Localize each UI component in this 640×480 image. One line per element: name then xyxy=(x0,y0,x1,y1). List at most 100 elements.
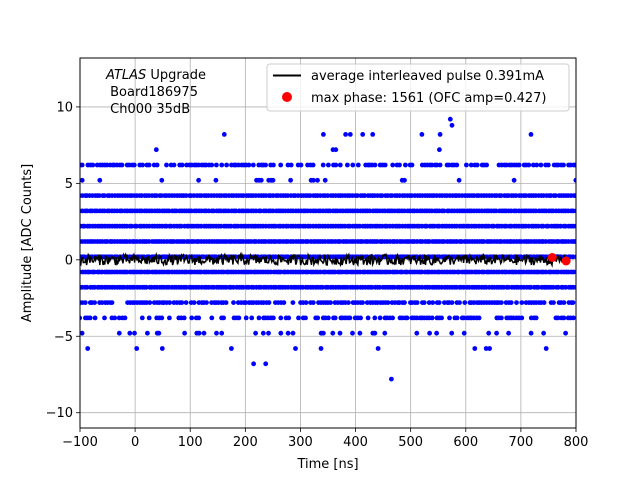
x-tick-label: 100 xyxy=(178,435,203,450)
sample-point xyxy=(159,315,165,321)
sample-point xyxy=(260,330,266,336)
sample-point xyxy=(146,162,152,168)
sample-point xyxy=(258,177,264,183)
sample-point xyxy=(179,300,185,305)
sample-point xyxy=(258,208,263,214)
sample-point xyxy=(365,315,371,321)
sample-point xyxy=(96,193,102,199)
x-tick-label: 400 xyxy=(343,435,368,450)
sample-point xyxy=(550,284,556,290)
sample-point xyxy=(337,330,343,336)
sample-point xyxy=(379,193,385,199)
sample-point xyxy=(236,315,242,321)
sample-point xyxy=(454,315,460,321)
sample-point xyxy=(322,177,328,183)
sample-point xyxy=(333,147,339,153)
sample-point xyxy=(204,300,209,305)
sample-point xyxy=(414,300,420,305)
sample-point xyxy=(214,162,219,168)
sample-point xyxy=(307,193,313,199)
sample-point xyxy=(573,162,576,168)
sample-point xyxy=(92,315,98,321)
sample-point xyxy=(427,330,432,336)
sample-point xyxy=(573,284,576,290)
sample-point xyxy=(278,162,284,168)
sample-point xyxy=(129,223,135,229)
x-axis: −100 0 100 200 300 400 500 600 700 800 xyxy=(62,428,588,450)
sample-point xyxy=(441,208,447,214)
sample-point xyxy=(486,330,492,336)
sample-point xyxy=(85,346,91,351)
sample-point xyxy=(367,208,373,214)
sample-point xyxy=(429,315,435,321)
sample-point xyxy=(347,132,353,137)
sample-point xyxy=(382,330,388,336)
plot-frame xyxy=(79,57,577,429)
sample-point xyxy=(508,300,514,305)
sample-point xyxy=(430,300,436,305)
sample-point xyxy=(146,269,152,275)
sample-point xyxy=(209,162,215,168)
sample-point xyxy=(449,330,455,336)
sample-point xyxy=(271,162,276,168)
sample-point xyxy=(343,132,348,137)
sample-point xyxy=(426,239,432,244)
sample-point xyxy=(528,132,534,137)
sample-point xyxy=(464,162,469,168)
sample-point xyxy=(201,330,207,336)
sample-point xyxy=(288,162,294,168)
sample-point xyxy=(290,300,296,305)
x-tick-label: −100 xyxy=(62,435,98,450)
sample-point xyxy=(196,315,202,321)
sample-point xyxy=(481,239,487,244)
sample-point xyxy=(293,346,298,351)
sample-point xyxy=(270,177,276,183)
sample-point xyxy=(498,300,504,305)
sample-point xyxy=(132,330,137,336)
sample-point xyxy=(397,162,402,168)
sample-point xyxy=(303,300,309,305)
sample-point xyxy=(421,300,427,305)
sample-point xyxy=(457,300,462,305)
sample-point xyxy=(570,300,576,305)
y-tick-label: −5 xyxy=(54,330,73,345)
sample-point xyxy=(533,315,539,321)
sample-point xyxy=(337,162,343,168)
sample-point xyxy=(231,300,236,305)
x-tick-label: 500 xyxy=(398,435,423,450)
sample-point xyxy=(355,162,361,168)
sample-point xyxy=(561,162,566,168)
sample-point xyxy=(315,177,320,183)
sample-point xyxy=(80,315,83,321)
sample-point xyxy=(439,315,444,321)
sample-point xyxy=(310,162,316,168)
sample-point xyxy=(528,330,534,336)
sample-point xyxy=(92,300,97,305)
sample-point xyxy=(223,300,229,305)
sample-point xyxy=(563,284,569,290)
sample-point xyxy=(196,330,202,336)
sample-point xyxy=(241,284,246,290)
sample-point xyxy=(278,330,284,336)
sample-point xyxy=(447,315,452,321)
sample-point xyxy=(134,346,140,351)
sample-point xyxy=(288,177,293,183)
sample-point xyxy=(476,315,482,321)
sample-point xyxy=(531,162,536,168)
sample-point xyxy=(119,162,125,168)
sample-point xyxy=(221,132,227,137)
sample-point xyxy=(513,193,519,199)
sample-point xyxy=(84,284,90,290)
sample-point xyxy=(296,315,301,321)
sample-point xyxy=(87,315,93,321)
legend-marker-swatch xyxy=(282,92,292,102)
sample-point xyxy=(526,162,532,168)
sample-point xyxy=(268,269,274,275)
x-tick-label: 300 xyxy=(288,435,313,450)
sample-point xyxy=(573,208,576,214)
sample-point xyxy=(213,177,219,183)
sample-point xyxy=(543,346,549,351)
sample-point xyxy=(419,132,425,137)
sample-point xyxy=(426,300,432,305)
